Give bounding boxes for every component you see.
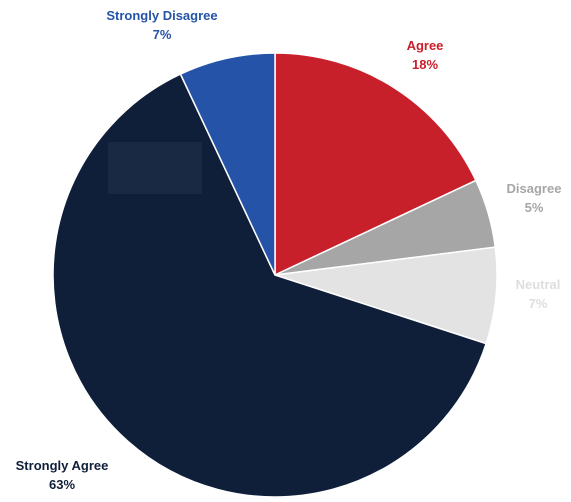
slice-label-percent: 63% — [49, 477, 75, 492]
slice-label-percent: 7% — [529, 296, 548, 311]
slice-label-name: Strongly Disagree — [106, 8, 217, 23]
slice-label-name: Strongly Agree — [16, 458, 109, 473]
slice-label-percent: 5% — [525, 200, 544, 215]
overlay-artifact — [108, 142, 202, 194]
slice-label-percent: 18% — [412, 57, 438, 72]
slice-label-name: Agree — [407, 38, 444, 53]
pie-slice-agree — [274, 52, 477, 277]
slice-label-name: Disagree — [507, 181, 562, 196]
slice-label-name: Neutral — [516, 277, 561, 292]
slice-label-strongly-disagree: Strongly Disagree 7% — [106, 8, 217, 42]
slice-label-strongly-agree: Strongly Agree 63% — [16, 458, 109, 492]
slices-layer — [52, 52, 498, 498]
slice-label-disagree: Disagree 5% — [507, 181, 562, 215]
labels-layer: Agree 18% Disagree 5% Neutral 7% Strongly Agre… — [16, 8, 562, 492]
pie-slice-strongly-disagree — [179, 52, 276, 276]
slice-label-agree: Agree 18% — [407, 38, 444, 72]
slice-label-neutral: Neutral 7% — [516, 277, 561, 311]
slice-label-percent: 7% — [153, 27, 172, 42]
